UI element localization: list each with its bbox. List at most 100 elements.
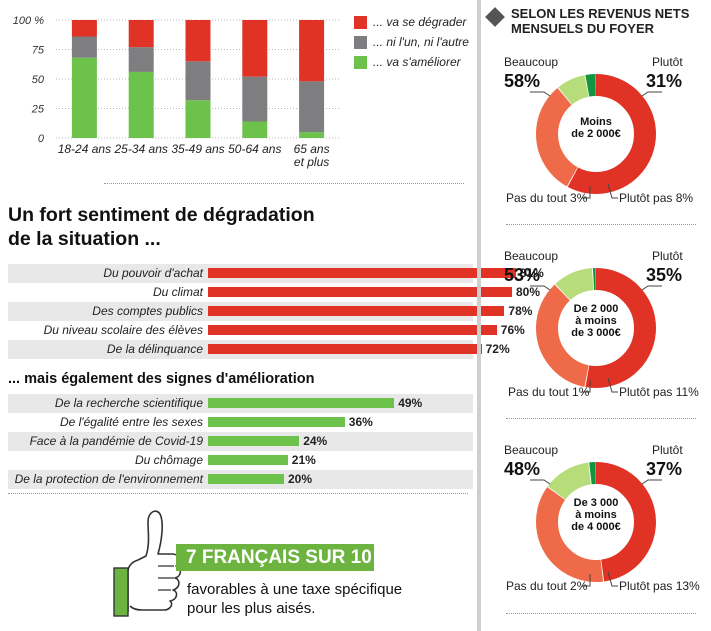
- bar-segment: [242, 76, 268, 122]
- bar-label: Face à la pandémie de Covid-19: [29, 434, 203, 448]
- plutot-pct: 35%: [646, 265, 683, 285]
- degradation-title: Un fort sentiment de dégradation de la s…: [8, 203, 315, 251]
- bar-segment: [185, 100, 211, 138]
- bar-segment: [185, 20, 211, 62]
- bar-label: Des comptes publics: [92, 304, 203, 318]
- leader-line: [607, 571, 618, 587]
- plutot-label: Plutôt: [652, 443, 683, 457]
- center-line: De 2 000: [573, 303, 619, 315]
- beaucoup-pct: 58%: [504, 71, 541, 91]
- donut-slice: [536, 74, 656, 194]
- bar: [208, 325, 497, 335]
- bar-value: 72%: [485, 342, 510, 356]
- leader-line: [641, 91, 662, 97]
- bar-value: 76%: [500, 323, 525, 337]
- bar-segment: [242, 20, 268, 77]
- bar-segment: [299, 20, 325, 82]
- center-line: de 4 000€: [571, 521, 621, 533]
- bar-row: De la protection de l'environnement 20%: [8, 470, 473, 489]
- bar-label: Du niveau scolaire des élèves: [43, 323, 203, 337]
- beaucoup-pct: 48%: [504, 459, 541, 479]
- bar-segment: [242, 121, 268, 138]
- banner-line1: favorables à une taxe spécifique: [187, 581, 403, 598]
- bar-row: De l'égalité entre les sexes 36%: [8, 413, 473, 432]
- bar-row: Du pouvoir d'achat 81%: [8, 264, 544, 283]
- revenus-title-line1: SELON LES REVENUS NETS: [511, 6, 690, 21]
- leader-line: [530, 91, 551, 97]
- bar-value: 21%: [291, 453, 316, 467]
- y-tick-label: 50: [32, 74, 45, 86]
- donut-chart: [530, 462, 662, 587]
- donut-center-label: Moins de 2 000€: [546, 116, 646, 140]
- bar: [208, 344, 482, 354]
- beaucoup-label: Beaucoup: [504, 443, 559, 457]
- beaucoup-label: Beaucoup: [504, 55, 559, 69]
- bar: [208, 268, 516, 278]
- bar-label: De la recherche scientifique: [54, 396, 203, 410]
- bar: [208, 306, 505, 316]
- leader-line: [530, 285, 551, 291]
- bar-row: Du chômage 21%: [8, 451, 473, 470]
- donut-slice: [536, 462, 656, 582]
- center-line: Moins: [580, 116, 612, 128]
- bar-row: Des comptes publics 78%: [8, 302, 532, 321]
- plutot-label: Plutôt: [652, 249, 683, 263]
- bar-label: De la délinquance: [106, 342, 203, 356]
- age-legend: ... va se dégrader ... ni l'un, ni l'aut…: [354, 12, 484, 72]
- bar-segment: [185, 61, 211, 101]
- center-line: de 3 000€: [571, 327, 621, 339]
- banner-text: favorables à une taxe spécifique pour le…: [187, 580, 402, 618]
- degradation-title-line2: de la situation ...: [8, 228, 161, 250]
- plutotpas-label: Plutôt pas 8%: [619, 191, 694, 205]
- x-tick-label: 35-49 ans: [171, 142, 224, 156]
- donut-panel-2: Beaucoup 53% Plutôt 35% De 2 000 à moins…: [486, 246, 706, 416]
- y-tick-label: 100 %: [13, 15, 44, 27]
- banner-headline: 7 FRANÇAIS SUR 10: [186, 547, 372, 568]
- donut-panel-3: Beaucoup 48% Plutôt 37% De 3 000 à moins…: [486, 440, 706, 610]
- leader-line: [641, 285, 662, 291]
- x-tick-label: 18-24 ans: [58, 142, 111, 156]
- plutot-pct: 37%: [646, 459, 683, 479]
- bar-row: Du niveau scolaire des élèves 76%: [8, 321, 525, 340]
- donut-center-label: De 2 000 à moins de 3 000€: [546, 303, 646, 339]
- bar-segment: [299, 81, 325, 133]
- plutotpas-label: Plutôt pas 11%: [619, 385, 699, 399]
- center-line: de 2 000€: [571, 128, 621, 140]
- bar-value: 80%: [516, 285, 541, 299]
- bar: [208, 398, 395, 408]
- legend-item-ameliorer: ... va s'améliorer: [354, 52, 484, 72]
- bar-label: De l'égalité entre les sexes: [59, 415, 203, 429]
- bar-row: De la recherche scientifique 49%: [8, 394, 473, 413]
- bar-value: 78%: [508, 304, 533, 318]
- donut-chart: [530, 74, 662, 199]
- bar-segment: [299, 132, 325, 138]
- x-tick-label: 65 ans: [294, 142, 330, 156]
- bar-segment: [128, 20, 154, 48]
- y-tick-label: 0: [38, 133, 45, 145]
- column-divider: [477, 0, 481, 631]
- leader-line: [607, 377, 618, 393]
- donut-slice: [536, 74, 656, 194]
- donut-panel-1: Beaucoup 58% Plutôt 31% Moins de 2 000€ …: [486, 52, 706, 222]
- leader-line: [607, 183, 618, 199]
- x-tick-label: et plus: [294, 155, 329, 169]
- bar-segment: [71, 57, 97, 139]
- legend-swatch-red: [354, 15, 367, 29]
- leader-line: [582, 380, 591, 393]
- bar-segment: [71, 20, 97, 37]
- legend-item-neutre: ... ni l'un, ni l'autre: [354, 32, 484, 52]
- degradation-title-line1: Un fort sentiment de dégradation: [8, 204, 315, 226]
- bar-label: Du pouvoir d'achat: [103, 266, 203, 280]
- legend-label: ... ni l'un, ni l'autre: [373, 35, 469, 49]
- divider: [506, 224, 696, 225]
- legend-swatch-gray: [354, 35, 367, 49]
- bar-segment: [71, 36, 97, 58]
- revenus-title-line2: MENSUELS DU FOYER: [511, 21, 655, 36]
- plutot-pct: 31%: [646, 71, 683, 91]
- divider: [8, 493, 468, 494]
- beaucoup-label: Beaucoup: [504, 249, 559, 263]
- legend-label: ... va se dégrader: [373, 15, 467, 29]
- bar: [208, 417, 345, 427]
- diamond-bullet-icon: [485, 7, 505, 27]
- age-chart-svg: 100 % 75 50 25 0 18-24 ans 25-34 ans 35-49 ans 5…: [13, 15, 340, 169]
